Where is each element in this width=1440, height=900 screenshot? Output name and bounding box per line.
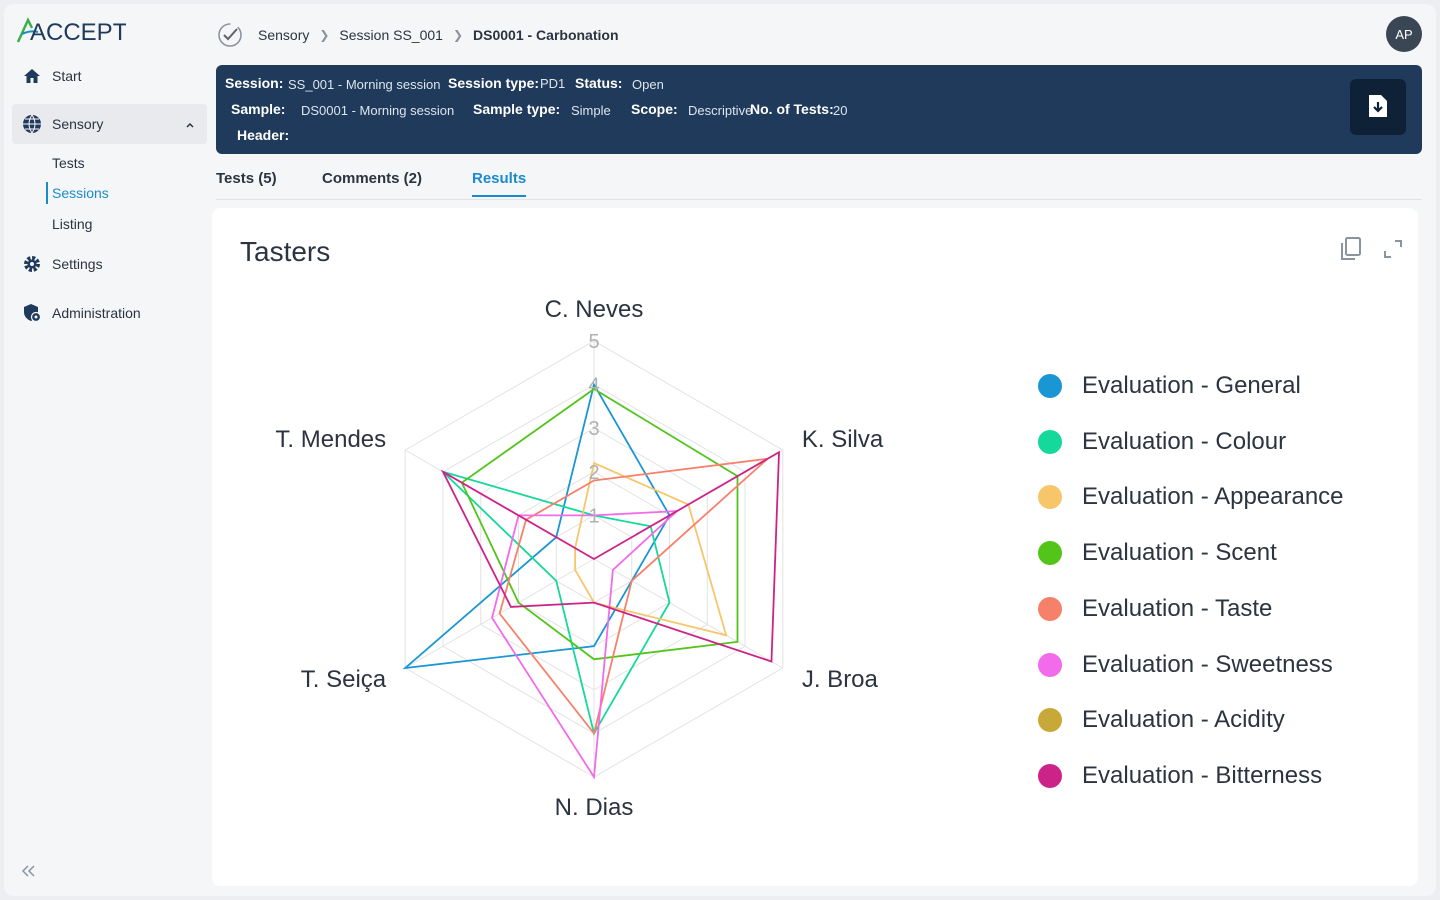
session-label: Session:: [225, 75, 284, 91]
legend-item[interactable]: Evaluation - General: [1038, 368, 1398, 404]
collapse-sidebar-icon[interactable]: [20, 864, 36, 883]
session-type-value: PD1: [540, 76, 566, 91]
legend-label: Evaluation - Scent: [1082, 539, 1277, 567]
legend-label: Evaluation - Acidity: [1082, 706, 1285, 734]
sample-type-label: Sample type:: [473, 101, 561, 117]
chevron-right-icon: ❯: [319, 28, 330, 42]
legend-label: Evaluation - Colour: [1082, 427, 1287, 455]
legend-dot-icon: [1038, 652, 1062, 677]
radar-chart: 1 2 3 4 5 C. Neves K. Silva J. Broa N. Dias T. S…: [275, 296, 884, 821]
sidebar: ACCEPT Start Sensory Tests Sessions List…: [4, 4, 211, 896]
download-button[interactable]: [1350, 79, 1406, 135]
legend-item[interactable]: Evaluation - Bitterness: [1038, 758, 1398, 794]
header-label: Header:: [237, 127, 290, 143]
sidebar-item-sensory[interactable]: Sensory: [12, 104, 207, 144]
results-card: Tasters 1 2 3 4 5 C. Neves K. Silva J. Broa N. …: [212, 208, 1418, 886]
sample-label: Sample:: [231, 101, 286, 117]
radar-series-line[interactable]: [442, 470, 671, 736]
legend-label: Evaluation - Appearance: [1082, 483, 1344, 511]
legend-dot-icon: [1038, 541, 1062, 566]
sidebar-item-label: Settings: [52, 256, 103, 272]
tab-results[interactable]: Results: [472, 170, 527, 197]
legend-label: Evaluation - Taste: [1082, 594, 1273, 622]
legend-item[interactable]: Evaluation - Sweetness: [1038, 647, 1398, 683]
gear-icon: [22, 254, 42, 274]
sensory-check-icon[interactable]: [216, 21, 244, 49]
status-value: Open: [632, 77, 664, 92]
radar-spoke: [593, 558, 784, 669]
sidebar-item-label: Administration: [52, 305, 141, 321]
card-title: Tasters: [240, 236, 331, 267]
session-info-banner: Session: SS_001 - Morning session Sessio…: [216, 65, 1422, 154]
sidebar-subitem-sessions[interactable]: Sessions: [46, 182, 109, 204]
legend-dot-icon: [1038, 763, 1062, 788]
shield-icon: [22, 303, 42, 323]
legend-item[interactable]: Evaluation - Taste: [1038, 591, 1398, 627]
radar-axis-label: K. Silva: [802, 426, 884, 453]
radial-tick-label: 4: [588, 375, 599, 397]
sidebar-item-settings[interactable]: Settings: [12, 244, 207, 284]
legend-dot-icon: [1038, 596, 1062, 621]
tests-label: No. of Tests:: [750, 101, 834, 117]
radar-series-line[interactable]: [440, 450, 780, 663]
globe-icon: [22, 114, 42, 134]
sidebar-item-administration[interactable]: Administration: [12, 293, 207, 333]
expand-icon[interactable]: [1380, 236, 1406, 262]
tests-value: 20: [833, 103, 848, 118]
breadcrumb-item[interactable]: Sensory: [258, 27, 310, 43]
breadcrumb: Sensory ❯ Session SS_001 ❯ DS0001 - Carb…: [216, 20, 619, 50]
radial-tick-label: 3: [588, 418, 599, 440]
sidebar-subitem-listing[interactable]: Listing: [52, 216, 93, 232]
chevron-up-icon: [185, 117, 195, 133]
legend-label: Evaluation - Bitterness: [1082, 761, 1323, 789]
legend-item[interactable]: Evaluation - Colour: [1038, 424, 1398, 460]
legend-item[interactable]: Evaluation - Acidity: [1038, 702, 1398, 738]
radar-axis-label: N. Dias: [555, 794, 634, 821]
sidebar-item-label: Sensory: [52, 116, 104, 132]
radial-tick-label: 2: [588, 462, 599, 484]
legend-label: Evaluation - Sweetness: [1082, 650, 1333, 678]
avatar[interactable]: AP: [1386, 16, 1422, 52]
scope-label: Scope:: [631, 101, 678, 117]
legend-dot-icon: [1038, 708, 1062, 733]
sidebar-item-label: Start: [52, 68, 82, 84]
accept-logo[interactable]: ACCEPT: [16, 12, 128, 48]
sidebar-subitem-tests[interactable]: Tests: [52, 155, 85, 171]
radial-tick-label: 1: [588, 505, 599, 527]
breadcrumb-item[interactable]: Session SS_001: [339, 27, 443, 43]
legend-item[interactable]: Evaluation - Scent: [1038, 535, 1398, 571]
copy-icon[interactable]: [1338, 236, 1364, 262]
legend-dot-icon: [1038, 429, 1062, 454]
legend-dot-icon: [1038, 374, 1062, 398]
tabs: Tests (5) Comments (2) Results: [216, 162, 1422, 200]
home-icon: [22, 66, 42, 86]
legend-item[interactable]: Evaluation - Appearance: [1038, 479, 1398, 515]
scope-value: Descriptive: [688, 103, 753, 118]
session-value: SS_001 - Morning session: [288, 77, 441, 92]
tab-tests[interactable]: Tests (5): [216, 170, 277, 187]
sample-value: DS0001 - Morning session: [301, 103, 455, 118]
radar-axis-label: C. Neves: [545, 296, 644, 323]
breadcrumb-current: DS0001 - Carbonation: [473, 27, 619, 43]
radar-axis-label: T. Mendes: [275, 426, 386, 453]
radial-tick-label: 5: [588, 331, 599, 353]
sample-type-value: Simple: [571, 103, 611, 118]
app-window: ACCEPT Start Sensory Tests Sessions List…: [4, 4, 1436, 896]
sidebar-item-start[interactable]: Start: [12, 56, 207, 96]
tab-comments[interactable]: Comments (2): [322, 170, 423, 187]
download-file-icon: [1367, 93, 1389, 122]
legend-dot-icon: [1038, 485, 1062, 510]
session-type-label: Session type:: [448, 75, 540, 91]
svg-text:ACCEPT: ACCEPT: [30, 19, 126, 46]
legend-label: Evaluation - General: [1082, 372, 1301, 399]
status-label: Status:: [575, 75, 623, 91]
radar-axis-label: J. Broa: [802, 666, 879, 693]
radar-axis-label: T. Seiça: [301, 666, 387, 693]
chevron-right-icon: ❯: [452, 28, 464, 42]
